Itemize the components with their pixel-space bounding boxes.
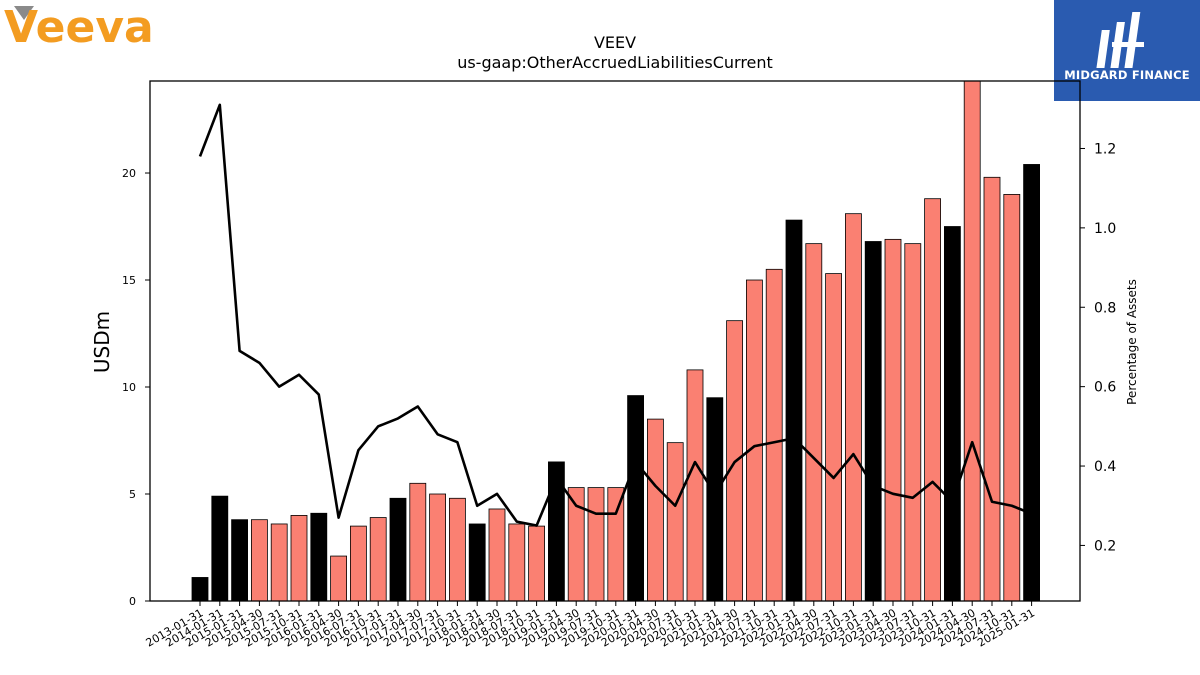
bar-2022-07-31: [825, 273, 842, 602]
bar-2017-10-31: [448, 497, 466, 602]
y-axis-left: 0 5 10 15 20: [122, 167, 150, 608]
y-right-tick-label: 0.2: [1094, 538, 1116, 554]
bar-2023-04-30: [884, 238, 902, 602]
bar-2015-01-31: [231, 519, 249, 602]
bar-2016-07-31: [349, 525, 367, 602]
bar-2016-10-31: [369, 517, 387, 602]
bar-2022-04-30: [805, 243, 823, 602]
bar-2023-10-31: [924, 198, 941, 602]
bar-2020-10-31: [686, 369, 704, 602]
bar-2024-01-31: [944, 226, 961, 602]
bar-2018-10-31: [528, 525, 545, 602]
y-right-tick-label: 0.6: [1094, 380, 1116, 396]
bar-2018-01-31: [468, 523, 486, 602]
midgard-logo-mark-icon: [1096, 12, 1144, 68]
y-tick-label: 20: [122, 167, 136, 180]
bar-2024-07-31: [983, 176, 1001, 602]
midgard-finance-logo: MIDGARD FINANCE: [1054, 0, 1200, 101]
y-right-tick-label: 0.4: [1094, 459, 1116, 475]
y-tick-label: 10: [122, 381, 136, 394]
y-right-tick-label: 1.0: [1094, 221, 1116, 237]
bar-2020-01-31: [627, 395, 644, 602]
bar-2019-01-31: [548, 461, 565, 602]
y-axis-right-label: Percentage of Assets: [1125, 279, 1139, 405]
bar-2014-01-31: [211, 495, 229, 602]
bar-2021-01-31: [706, 397, 724, 602]
bar-2017-07-31: [429, 493, 447, 602]
bar-2021-07-31: [746, 279, 763, 602]
bar-2024-10-31: [1003, 194, 1021, 602]
bar-2017-04-30: [409, 482, 427, 602]
veeva-logo-triangle: [14, 6, 34, 20]
y-right-tick-label: 1.2: [1094, 141, 1116, 157]
bar-2016-01-31: [310, 512, 328, 602]
bar-2019-07-31: [587, 487, 605, 602]
veeva-logo: Veeva: [4, 4, 154, 48]
bar-2015-10-31: [290, 515, 308, 602]
bar-2015-04-30: [250, 519, 268, 602]
bar-2020-07-31: [666, 442, 684, 602]
plot-frame: [149, 80, 1081, 602]
bar-2015-07-31: [270, 523, 288, 602]
bar-2021-10-31: [765, 268, 783, 602]
bar-2023-01-31: [864, 241, 882, 602]
bar-2019-10-31: [607, 487, 625, 602]
bar-2018-07-31: [508, 523, 526, 602]
x-axis: 2013-01-312014-01-312015-01-312015-04-30…: [144, 601, 1037, 650]
chart-title: VEEV: [594, 33, 636, 52]
bar-2024-04-30: [963, 80, 981, 602]
bar-2022-01-31: [785, 219, 803, 602]
veeva-logo-text: Veeva: [4, 4, 154, 48]
chart-subtitle: us-gaap:OtherAccruedLiabilitiesCurrent: [457, 53, 773, 72]
y-axis-right: 0.2 0.4 0.6 0.8 1.0 1.2: [1080, 141, 1116, 554]
midgard-logo-text: MIDGARD FINANCE: [1064, 68, 1190, 82]
pct-assets-series: [198, 103, 1033, 527]
bar-2018-04-30: [488, 508, 506, 602]
y-right-tick-label: 0.8: [1094, 300, 1116, 316]
bar-2022-10-31: [845, 213, 862, 602]
y-tick-label: 5: [129, 488, 136, 501]
y-tick-label: 15: [122, 274, 136, 287]
bar-2016-04-30: [330, 555, 348, 602]
bar-2023-07-31: [904, 243, 922, 602]
bar-2013-01-31: [191, 577, 209, 602]
bar-2025-01-31: [1023, 164, 1040, 602]
pct-assets-line: [198, 103, 1033, 527]
y-axis-label: USDm: [90, 311, 114, 373]
y-tick-label: 0: [129, 595, 136, 608]
bar-series: [191, 80, 1040, 602]
bar-2017-01-31: [389, 497, 407, 602]
bar-2020-04-30: [647, 418, 664, 602]
